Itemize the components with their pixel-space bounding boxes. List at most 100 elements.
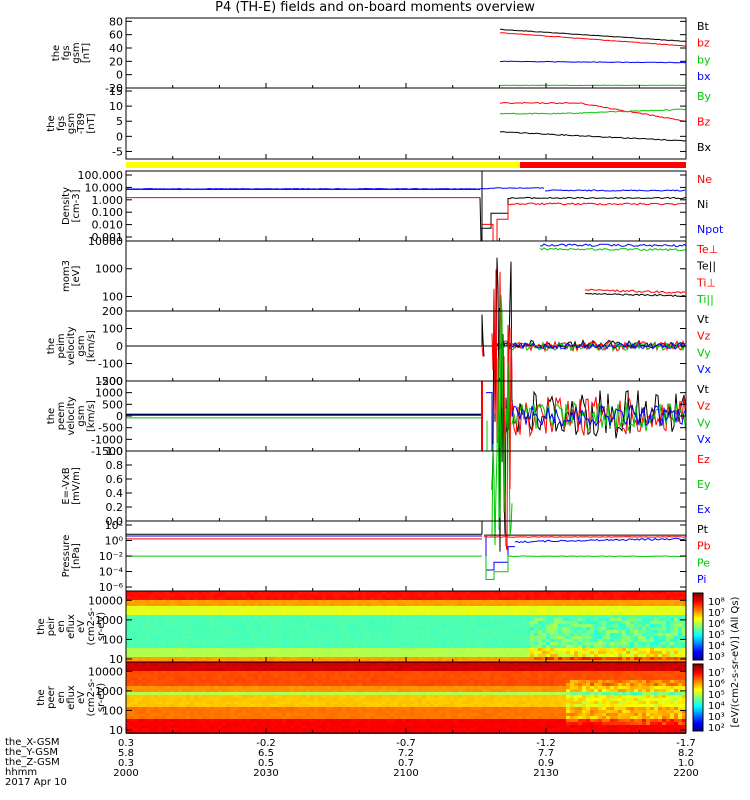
spectrogram-cell	[682, 627, 686, 630]
spectrogram-cell	[210, 680, 214, 683]
spectrogram-cell	[298, 642, 302, 645]
spectrogram-cell	[430, 606, 434, 609]
spectrogram-cell	[370, 695, 374, 698]
spectrogram-cell	[278, 645, 282, 648]
spectrogram-cell	[534, 603, 538, 606]
spectrogram-cell	[334, 674, 338, 677]
spectrogram-cell	[158, 671, 162, 674]
spectrogram-cell	[462, 654, 466, 657]
spectrogram-cell	[566, 633, 570, 636]
spectrogram-cell	[490, 630, 494, 633]
spectrogram-cell	[306, 657, 310, 660]
spectrogram-cell	[350, 600, 354, 603]
spectrogram-cell	[482, 657, 486, 660]
spectrogram-cell	[174, 603, 178, 606]
spectrogram-cell	[646, 657, 650, 660]
spectrogram-cell	[646, 612, 650, 615]
spectrogram-cell	[358, 689, 362, 692]
spectrogram-cell	[674, 665, 678, 668]
spectrogram-cell	[614, 633, 618, 636]
spectrogram-cell	[214, 662, 218, 665]
spectrogram-cell	[398, 627, 402, 630]
spectrogram-cell	[382, 695, 386, 698]
spectrogram-cell	[346, 633, 350, 636]
spectrogram-cell	[326, 645, 330, 648]
spectrogram-cell	[278, 654, 282, 657]
spectrogram-cell	[242, 624, 246, 627]
spectrogram-cell	[426, 603, 430, 606]
spectrogram-cell	[498, 600, 502, 603]
spectrogram-cell	[550, 671, 554, 674]
spectrogram-cell	[362, 630, 366, 633]
spectrogram-cell	[414, 657, 418, 660]
spectrogram-cell	[538, 654, 542, 657]
spectrogram-cell	[194, 671, 198, 674]
spectrogram-cell	[630, 612, 634, 615]
spectrogram-cell	[250, 591, 254, 594]
spectrogram-cell	[302, 642, 306, 645]
spectrogram-cell	[630, 615, 634, 618]
spectrogram-cell	[634, 621, 638, 624]
spectrogram-cell	[342, 686, 346, 689]
spectrogram-cell	[474, 648, 478, 651]
spectrogram-cell	[466, 651, 470, 654]
spectrogram-cell	[338, 600, 342, 603]
spectrogram-cell	[462, 668, 466, 671]
spectrogram-cell	[446, 692, 450, 695]
spectrogram-cell	[478, 600, 482, 603]
spectrogram-cell	[194, 695, 198, 698]
spectrogram-cell	[498, 683, 502, 686]
spectrogram-cell	[490, 603, 494, 606]
spectrogram-cell	[342, 639, 346, 642]
spectrogram-cell	[518, 692, 522, 695]
spectrogram-cell	[402, 606, 406, 609]
spectrogram-cell	[270, 615, 274, 618]
spectrogram-cell	[230, 618, 234, 621]
spectrogram-cell	[586, 657, 590, 660]
spectrogram-cell	[222, 689, 226, 692]
spectrogram-cell	[466, 662, 470, 665]
spectrogram-cell	[470, 594, 474, 597]
spectrogram-cell	[366, 695, 370, 698]
spectrogram-cell	[170, 594, 174, 597]
spectrogram-cell	[274, 683, 278, 686]
spectrogram-cell	[590, 594, 594, 597]
spectrogram-cell	[290, 633, 294, 636]
spectrogram-cell	[490, 692, 494, 695]
spectrogram-cell	[386, 686, 390, 689]
spectrogram-cell	[674, 594, 678, 597]
spectrogram-cell	[282, 665, 286, 668]
spectrogram-cell	[266, 671, 270, 674]
spectrogram-cell	[158, 668, 162, 671]
spectrogram-cell	[682, 591, 686, 594]
spectrogram-cell	[214, 612, 218, 615]
spectrogram-cell	[310, 662, 314, 665]
spectrogram-cell	[650, 636, 654, 639]
spectrogram-cell	[390, 627, 394, 630]
spectrogram-cell	[414, 615, 418, 618]
spectrogram-cell	[322, 597, 326, 600]
spectrogram-cell	[466, 680, 470, 683]
spectrogram-cell	[446, 677, 450, 680]
spectrogram-cell	[622, 648, 626, 651]
spectrogram-cell	[370, 654, 374, 657]
spectrogram-cell	[310, 648, 314, 651]
spectrogram-cell	[326, 618, 330, 621]
spectrogram-cell	[506, 591, 510, 594]
spectrogram-cell	[674, 612, 678, 615]
spectrogram-cell	[370, 651, 374, 654]
spectrogram-cell	[518, 645, 522, 648]
spectrogram-cell	[446, 630, 450, 633]
spectrogram-cell	[406, 636, 410, 639]
spectrogram-cell	[350, 603, 354, 606]
spectrogram-cell	[530, 651, 534, 654]
spectrogram-cell	[498, 636, 502, 639]
spectrogram-cell	[590, 630, 594, 633]
spectrogram-cell	[370, 665, 374, 668]
spectrogram-cell	[658, 648, 662, 651]
spectrogram-cell	[234, 603, 238, 606]
spectrogram-cell	[494, 677, 498, 680]
spectrogram-cell	[386, 683, 390, 686]
spectrogram-cell	[550, 603, 554, 606]
spectrogram-cell	[574, 615, 578, 618]
